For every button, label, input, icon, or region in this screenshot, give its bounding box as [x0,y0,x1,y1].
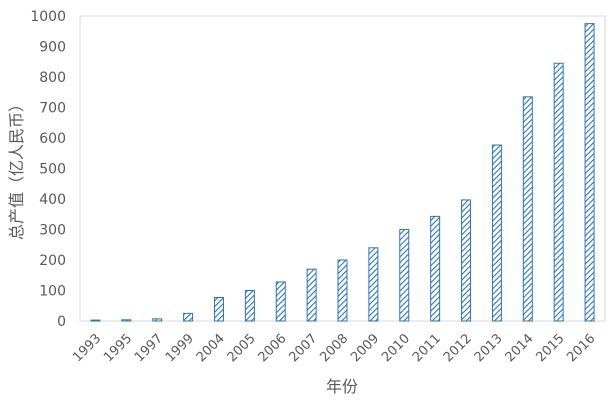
x-tick-label: 1999 [163,331,197,365]
bars [90,23,595,322]
bar-2014 [522,96,533,322]
bar-2015 [553,62,564,322]
x-tick-label: 1997 [132,331,166,365]
x-tick-label: 2015 [533,331,567,365]
bar-2007 [306,268,317,322]
x-tick-label: 2006 [256,331,290,365]
y-tick-label: 400 [39,192,66,208]
y-tick-label: 100 [39,284,66,300]
x-tick-label: 2013 [472,331,506,365]
bar-1997 [152,318,163,322]
y-tick-label: 1000 [30,9,66,25]
x-tick-label: 2012 [441,331,475,365]
bar-2012 [461,199,472,322]
bar-2004 [213,297,224,322]
bar-2013 [491,144,502,322]
bar-1993 [90,319,101,322]
bar-2008 [337,259,348,322]
bar-2011 [430,215,441,322]
y-tick-label: 0 [57,314,66,330]
bar-2009 [368,247,379,322]
x-axis-title: 年份 [326,377,358,396]
x-tick-label: 2008 [317,331,351,365]
x-tick-label: 2011 [410,331,444,365]
x-tick-label: 2016 [564,331,598,365]
bar-2016 [584,23,595,322]
bar-1995 [121,319,132,322]
y-axis: 0 100 200 300 400 500 600 700 800 900 1000 [30,9,66,330]
bar-2010 [399,229,410,322]
y-tick-label: 600 [39,131,66,147]
bar-2006 [275,281,286,322]
bar-2005 [244,290,255,322]
y-tick-label: 700 [39,101,66,117]
y-tick-label: 900 [39,40,66,56]
x-tick-label: 2004 [194,331,228,365]
x-tick-label: 2007 [286,331,320,365]
y-axis-title: 总产值（亿人民币） [7,96,26,240]
x-tick-label: 2014 [503,331,537,365]
bar-1999 [183,312,194,322]
y-tick-label: 800 [39,70,66,86]
x-tick-label: 1995 [101,331,135,365]
y-tick-label: 500 [39,162,66,178]
x-tick-label: 2005 [225,331,259,365]
x-axis: 1993199519971999200420052006200720082009… [70,331,598,365]
y-tick-label: 300 [39,223,66,239]
x-tick-label: 1993 [70,331,104,365]
x-tick-label: 2010 [379,331,413,365]
y-tick-label: 200 [39,253,66,269]
x-tick-label: 2009 [348,331,382,365]
